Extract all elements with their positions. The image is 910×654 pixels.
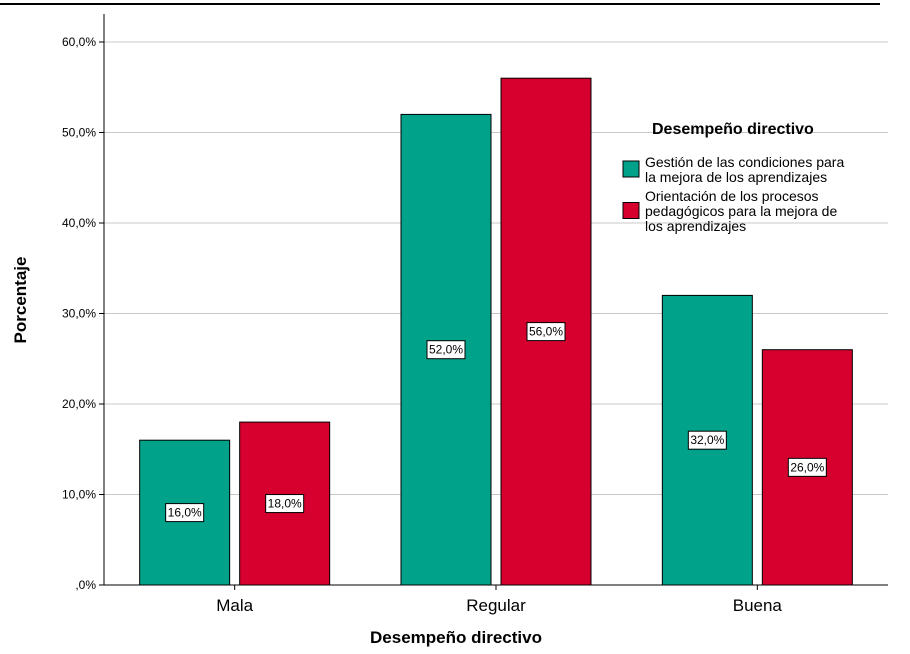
y-tick-label: 50,0% (62, 126, 96, 140)
x-category-label: Regular (466, 596, 526, 615)
x-category-label: Buena (733, 596, 783, 615)
y-tick-label: 30,0% (62, 307, 96, 321)
legend-entry-line: la mejora de los aprendizajes (645, 169, 827, 185)
legend-entry-line: pedagógicos para la mejora de (645, 203, 837, 219)
data-labels: 16,0% 18,0% 52,0% 56,0% 32,0% 26,0% (165, 322, 827, 523)
y-tick-label: 10,0% (62, 488, 96, 502)
y-axis-ticks: ,0% 10,0% 20,0% 30,0% 40,0% 50,0% 60,0% (62, 35, 104, 592)
x-axis-categories: Mala Regular Buena (216, 585, 782, 615)
legend-entry-label: Orientación de los procesos pedagógicos p… (645, 188, 837, 234)
data-label: 16,0% (168, 506, 202, 520)
x-axis-title: Desempeño directivo (370, 628, 542, 647)
legend-entry-label: Gestión de las condiciones para la mejora… (645, 154, 844, 185)
data-label-box (787, 457, 827, 477)
data-label: 32,0% (690, 433, 724, 447)
data-label: 52,0% (429, 343, 463, 357)
legend-swatch (622, 160, 640, 178)
y-axis-title: Porcentaje (11, 257, 30, 344)
y-tick-label: 40,0% (62, 216, 96, 230)
data-label-box (526, 322, 566, 342)
data-label: 26,0% (790, 460, 824, 474)
data-label: 56,0% (529, 325, 563, 339)
y-tick-label: ,0% (75, 578, 96, 592)
data-label-box (265, 494, 305, 514)
data-label-box (426, 340, 466, 360)
legend-swatch (622, 202, 640, 219)
y-tick-label: 20,0% (62, 397, 96, 411)
legend-title: Desempeño directivo (652, 121, 814, 138)
legend-entry-line: Gestión de las condiciones para (645, 154, 844, 170)
data-label-box (687, 430, 727, 450)
gridlines (104, 41, 888, 495)
legend: Desempeño directivo Gestión de las condi… (622, 121, 844, 234)
legend-entry-line: los aprendizajes (645, 218, 746, 234)
x-category-label: Mala (216, 596, 253, 615)
y-tick-label: 60,0% (62, 35, 96, 49)
data-label: 18,0% (268, 497, 302, 511)
data-label-box (165, 503, 205, 523)
legend-entry-line: Orientación de los procesos (645, 188, 819, 204)
